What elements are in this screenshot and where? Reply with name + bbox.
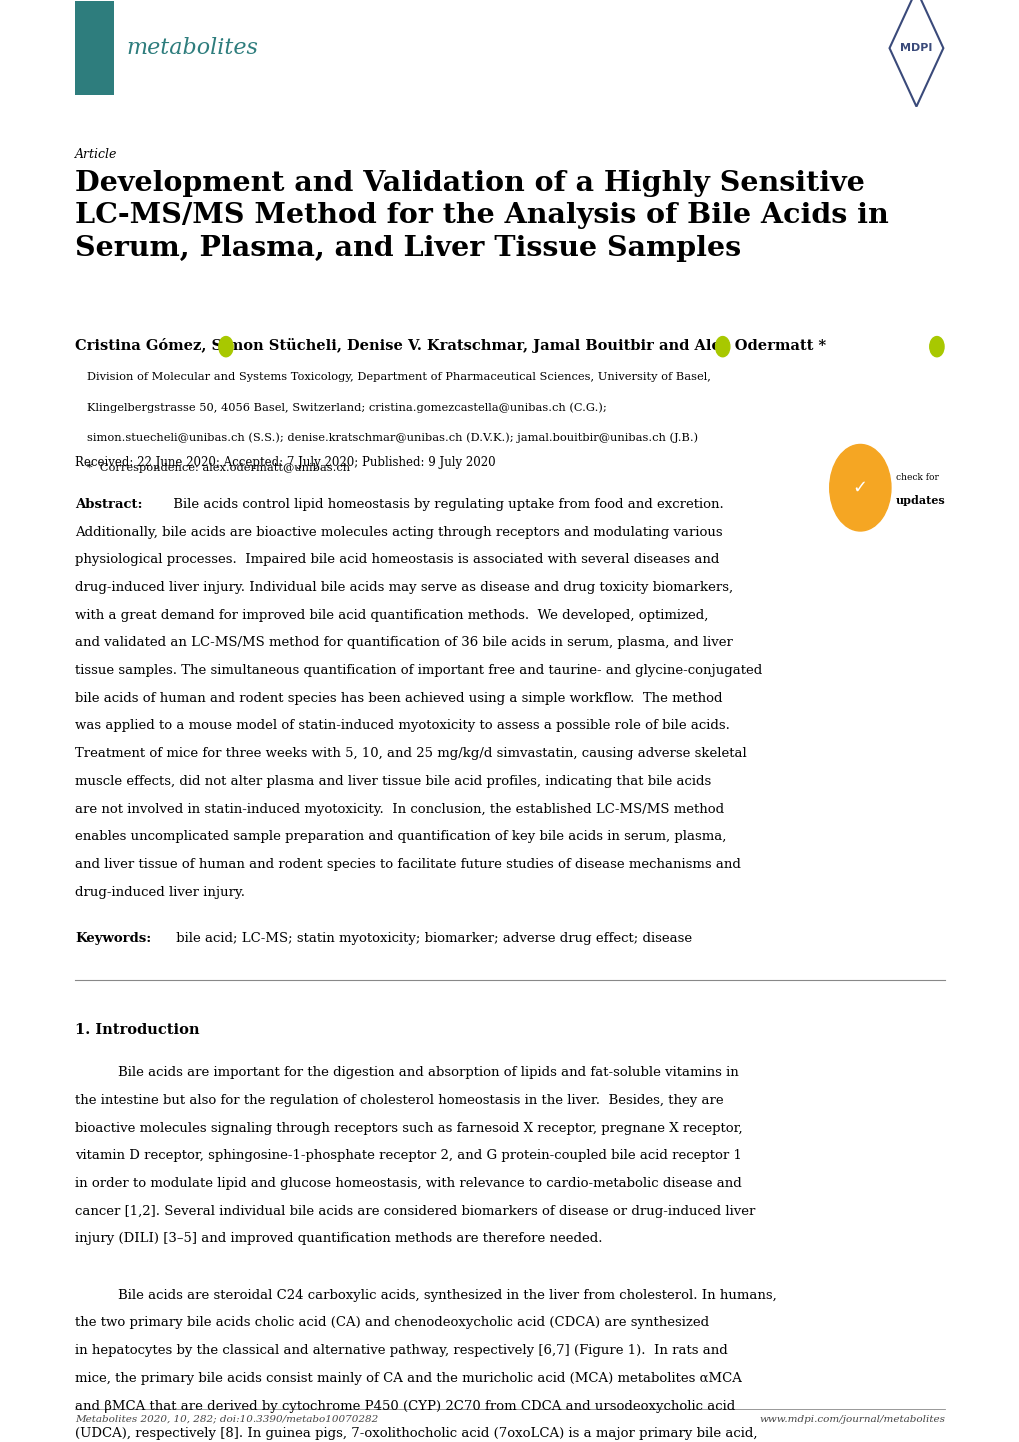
Text: Cristina Gómez, Simon Stücheli, Denise V. Kratschmar, Jamal Bouitbir and Alex Od: Cristina Gómez, Simon Stücheli, Denise V… [75,337,825,353]
Text: and validated an LC-MS/MS method for quantification of 36 bile acids in serum, p: and validated an LC-MS/MS method for qua… [75,636,733,649]
Text: Metabolites 2020, 10, 282; doi:10.3390/metabo10070282: Metabolites 2020, 10, 282; doi:10.3390/m… [75,1415,378,1423]
Text: Additionally, bile acids are bioactive molecules acting through receptors and mo: Additionally, bile acids are bioactive m… [75,526,721,539]
Text: 1. Introduction: 1. Introduction [75,1022,200,1037]
Text: are not involved in statin-induced myotoxicity.  In conclusion, the established : are not involved in statin-induced myoto… [75,803,723,816]
Text: metabolites: metabolites [126,37,258,59]
FancyBboxPatch shape [75,1,114,95]
Text: physiological processes.  Impaired bile acid homeostasis is associated with seve: physiological processes. Impaired bile a… [75,554,718,567]
Text: and βMCA that are derived by cytochrome P450 (CYP) 2C70 from CDCA and ursodeoxyc: and βMCA that are derived by cytochrome … [75,1400,735,1413]
Text: updates: updates [895,495,945,506]
Text: www.mdpi.com/journal/metabolites: www.mdpi.com/journal/metabolites [758,1415,944,1423]
Text: ✓: ✓ [852,479,867,496]
Text: bile acid; LC-MS; statin myotoxicity; biomarker; adverse drug effect; disease: bile acid; LC-MS; statin myotoxicity; bi… [172,932,691,945]
Circle shape [219,336,233,356]
Text: Development and Validation of a Highly Sensitive
LC-MS/MS Method for the Analysi: Development and Validation of a Highly S… [75,170,888,261]
Text: bile acids of human and rodent species has been achieved using a simple workflow: bile acids of human and rodent species h… [75,692,721,705]
Text: in hepatocytes by the classical and alternative pathway, respectively [6,7] (Fig: in hepatocytes by the classical and alte… [75,1344,727,1357]
Text: Division of Molecular and Systems Toxicology, Department of Pharmaceutical Scien: Division of Molecular and Systems Toxico… [88,372,710,382]
Text: Abstract:: Abstract: [75,497,143,510]
Text: Bile acids are important for the digestion and absorption of lipids and fat-solu: Bile acids are important for the digesti… [118,1066,738,1079]
Text: MDPI: MDPI [900,43,931,53]
Text: simon.stuecheli@unibas.ch (S.S.); denise.kratschmar@unibas.ch (D.V.K.); jamal.bo: simon.stuecheli@unibas.ch (S.S.); denise… [88,433,698,443]
Text: Article: Article [75,149,117,162]
Text: Bile acids control lipid homeostasis by regulating uptake from food and excretio: Bile acids control lipid homeostasis by … [169,497,722,510]
Text: was applied to a mouse model of statin-induced myotoxicity to assess a possible : was applied to a mouse model of statin-i… [75,720,730,733]
Text: mice, the primary bile acids consist mainly of CA and the muricholic acid (MCA) : mice, the primary bile acids consist mai… [75,1371,741,1384]
Text: Bile acids are steroidal C24 carboxylic acids, synthesized in the liver from cho: Bile acids are steroidal C24 carboxylic … [118,1289,775,1302]
Text: in order to modulate lipid and glucose homeostasis, with relevance to cardio-met: in order to modulate lipid and glucose h… [75,1177,741,1190]
Text: the intestine but also for the regulation of cholesterol homeostasis in the live: the intestine but also for the regulatio… [75,1094,722,1107]
Text: injury (DILI) [3–5] and improved quantification methods are therefore needed.: injury (DILI) [3–5] and improved quantif… [75,1233,602,1246]
Text: with a great demand for improved bile acid quantification methods.  We developed: with a great demand for improved bile ac… [75,609,707,622]
Text: and liver tissue of human and rodent species to facilitate future studies of dis: and liver tissue of human and rodent spe… [75,858,740,871]
Text: drug-induced liver injury.: drug-induced liver injury. [75,885,245,898]
Text: Keywords:: Keywords: [75,932,151,945]
Text: tissue samples. The simultaneous quantification of important free and taurine- a: tissue samples. The simultaneous quantif… [75,665,761,678]
Text: Klingelbergstrasse 50, 4056 Basel, Switzerland; cristina.gomezcastella@unibas.ch: Klingelbergstrasse 50, 4056 Basel, Switz… [88,402,606,412]
Text: *  Correspondence: alex.odermatt@unibas.ch: * Correspondence: alex.odermatt@unibas.c… [88,463,350,473]
Text: muscle effects, did not alter plasma and liver tissue bile acid profiles, indica: muscle effects, did not alter plasma and… [75,774,710,787]
Text: the two primary bile acids cholic acid (CA) and chenodeoxycholic acid (CDCA) are: the two primary bile acids cholic acid (… [75,1317,708,1330]
Circle shape [828,444,890,531]
Text: cancer [1,2]. Several individual bile acids are considered biomarkers of disease: cancer [1,2]. Several individual bile ac… [75,1204,755,1217]
Text: (UDCA), respectively [8]. In guinea pigs, 7-oxolithocholic acid (7oxoLCA) is a m: (UDCA), respectively [8]. In guinea pigs… [75,1428,757,1441]
Text: Treatment of mice for three weeks with 5, 10, and 25 mg/kg/d simvastatin, causin: Treatment of mice for three weeks with 5… [75,747,746,760]
Text: check for: check for [895,473,938,482]
Circle shape [929,336,944,356]
Text: drug-induced liver injury. Individual bile acids may serve as disease and drug t: drug-induced liver injury. Individual bi… [75,581,733,594]
Text: vitamin D receptor, sphingosine-1-phosphate receptor 2, and G protein-coupled bi: vitamin D receptor, sphingosine-1-phosph… [75,1149,741,1162]
Text: enables uncomplicated sample preparation and quantification of key bile acids in: enables uncomplicated sample preparation… [75,831,726,844]
Circle shape [715,336,730,356]
Text: bioactive molecules signaling through receptors such as farnesoid X receptor, pr: bioactive molecules signaling through re… [75,1122,742,1135]
Text: Received: 22 June 2020; Accepted: 7 July 2020; Published: 9 July 2020: Received: 22 June 2020; Accepted: 7 July… [75,456,495,469]
